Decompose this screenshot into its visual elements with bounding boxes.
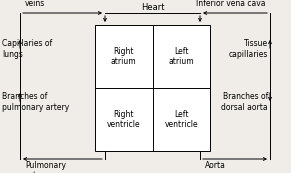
Text: Left
atrium: Left atrium: [168, 47, 194, 66]
Text: Capillaries of
lungs: Capillaries of lungs: [2, 39, 52, 59]
Text: Superior and
Inferior vena cava: Superior and Inferior vena cava: [196, 0, 265, 8]
Text: Left
ventricle: Left ventricle: [164, 110, 198, 129]
Text: Branches of
pulmonary artery: Branches of pulmonary artery: [2, 92, 69, 112]
Text: Heart: Heart: [141, 3, 164, 12]
Text: Pulmonary
veins: Pulmonary veins: [25, 0, 66, 8]
Text: Aorta: Aorta: [205, 161, 226, 170]
Text: Right
atrium: Right atrium: [111, 47, 136, 66]
Text: Right
ventricle: Right ventricle: [107, 110, 141, 129]
Text: Tissue
capillaries: Tissue capillaries: [229, 39, 268, 59]
Text: Branches of
dorsal aorta: Branches of dorsal aorta: [221, 92, 268, 112]
Bar: [95, 25, 210, 151]
Text: Pulmonary
artery: Pulmonary artery: [25, 161, 66, 173]
